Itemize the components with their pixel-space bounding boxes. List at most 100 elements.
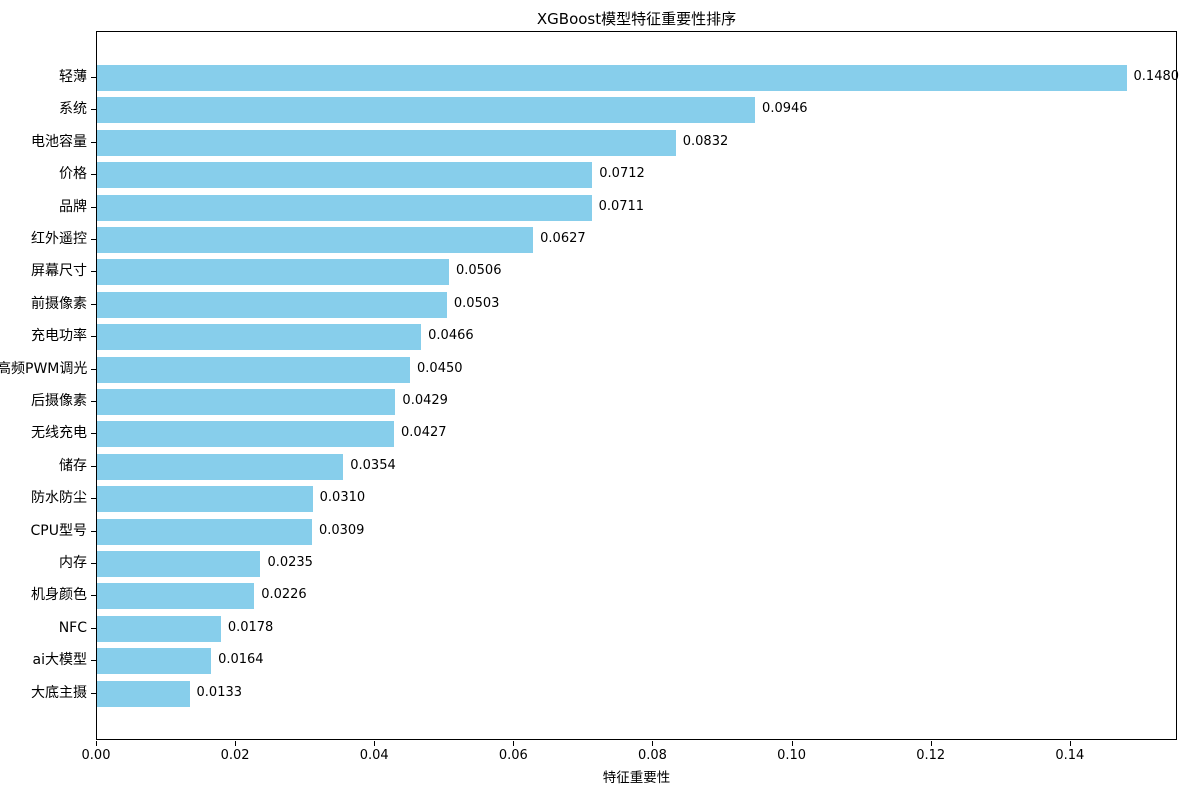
y-tick-label: 电池容量: [31, 133, 87, 150]
y-tick-mark: [91, 206, 96, 208]
x-tick-label: 0.02: [220, 748, 250, 763]
bar-value-label: 0.1480: [1133, 69, 1180, 84]
y-tick-mark: [91, 336, 96, 338]
bar-前摄像素: [97, 291, 447, 318]
bar-CPU型号: [97, 518, 312, 545]
bar-储存: [97, 453, 344, 480]
y-tick-mark: [91, 109, 96, 111]
bar-value-label: 0.0164: [218, 652, 264, 668]
plot-area: [96, 31, 1177, 740]
x-tick-label: 0.00: [81, 748, 111, 763]
bar-value-label: 0.0226: [261, 587, 307, 603]
x-tick-mark: [1069, 741, 1071, 746]
bar-大底主摄: [97, 680, 190, 707]
y-tick-mark: [91, 141, 96, 143]
y-tick-mark: [91, 401, 96, 402]
x-tick-mark: [374, 741, 376, 746]
y-tick-mark: [91, 303, 96, 305]
bar-value-label: 0.0450: [417, 360, 463, 376]
y-tick-label: 屏幕尺寸: [31, 263, 87, 280]
x-tick-label: 0.12: [916, 748, 946, 763]
y-tick-mark: [91, 595, 96, 597]
bar-value-label: 0.0946: [762, 101, 808, 117]
y-tick-label: 储存: [59, 457, 87, 474]
bar-无线充电: [97, 421, 395, 448]
x-tick-mark: [235, 741, 237, 746]
y-tick-label: 轻薄: [59, 69, 87, 85]
x-tick-mark: [513, 741, 515, 746]
bar-value-label: 0.0506: [455, 263, 502, 279]
bar-屏幕尺寸: [97, 259, 449, 286]
bar-value-label: 0.0503: [453, 295, 500, 311]
y-tick-mark: [91, 239, 96, 240]
bar-value-label: 0.0712: [599, 166, 645, 182]
y-tick-label: 高频PWM调光: [0, 360, 88, 377]
chart-title: XGBoost模型特征重要性排序: [536, 10, 737, 28]
y-tick-mark: [91, 660, 96, 662]
bar-轻薄: [97, 65, 1127, 91]
bar-value-label: 0.0427: [401, 425, 447, 441]
x-tick-label: 0.06: [498, 748, 528, 763]
bar-防水防尘: [97, 486, 313, 513]
bar-机身颜色: [97, 583, 255, 610]
y-tick-label: 前摄像素: [31, 295, 87, 312]
y-tick-mark: [91, 627, 96, 629]
x-tick-mark: [96, 741, 97, 746]
bar-value-label: 0.0133: [196, 684, 243, 700]
y-tick-label: 大底主摄: [31, 684, 87, 701]
y-tick-mark: [91, 465, 96, 467]
y-tick-mark: [91, 368, 96, 370]
y-tick-mark: [91, 174, 96, 176]
y-tick-mark: [91, 271, 96, 273]
bar-value-label: 0.0627: [540, 231, 586, 246]
bar-品牌: [97, 194, 592, 221]
y-tick-label: 品牌: [59, 198, 87, 215]
bar-后摄像素: [97, 389, 396, 415]
bar-value-label: 0.0178: [227, 619, 274, 635]
bar-value-label: 0.0832: [682, 133, 729, 149]
x-tick-label: 0.08: [638, 748, 667, 763]
bar-value-label: 0.0711: [598, 198, 645, 214]
y-tick-label: 红外遥控: [31, 231, 87, 247]
y-tick-mark: [91, 530, 96, 532]
x-tick-label: 0.04: [359, 748, 389, 763]
bar-value-label: 0.0235: [267, 555, 313, 570]
x-tick-mark: [652, 741, 654, 746]
y-tick-label: 系统: [59, 101, 87, 118]
y-tick-label: CPU型号: [30, 522, 87, 539]
y-tick-mark: [91, 563, 96, 564]
bar-电池容量: [97, 129, 676, 156]
bar-value-label: 0.0310: [319, 490, 366, 506]
y-tick-label: 机身颜色: [31, 587, 87, 604]
y-tick-label: 充电功率: [31, 328, 87, 345]
y-tick-label: NFC: [58, 619, 87, 636]
y-tick-mark: [91, 433, 96, 435]
y-tick-mark: [91, 692, 96, 694]
y-tick-label: 内存: [59, 555, 87, 571]
y-tick-label: ai大模型: [32, 652, 87, 669]
bar-ai大模型: [97, 648, 212, 675]
bar-NFC: [97, 615, 221, 642]
bar-value-label: 0.0429: [402, 393, 448, 408]
y-tick-label: 无线充电: [31, 425, 87, 442]
x-tick-label: 0.10: [777, 748, 807, 763]
bar-红外遥控: [97, 227, 534, 253]
y-tick-label: 价格: [59, 166, 87, 183]
x-axis-title: 特征重要性: [602, 770, 671, 786]
bar-value-label: 0.0354: [350, 457, 396, 473]
bar-内存: [97, 551, 261, 577]
bar-价格: [97, 162, 593, 189]
bar-value-label: 0.0309: [318, 522, 365, 538]
y-tick-label: 后摄像素: [31, 393, 87, 409]
bar-value-label: 0.0466: [428, 328, 474, 344]
x-tick-mark: [930, 741, 932, 746]
bar-高频PWM调光: [97, 356, 411, 383]
bar-系统: [97, 97, 756, 124]
x-tick-label: 0.14: [1055, 748, 1085, 763]
bar-充电功率: [97, 324, 422, 351]
y-tick-label: 防水防尘: [31, 490, 87, 507]
x-tick-mark: [791, 741, 793, 746]
y-tick-mark: [91, 77, 96, 78]
y-tick-mark: [91, 498, 96, 500]
